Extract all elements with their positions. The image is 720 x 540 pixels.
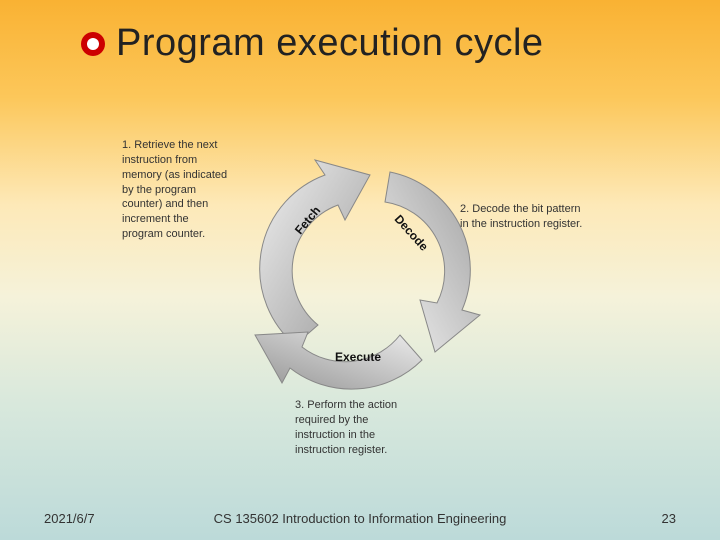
caption-1-text: Retrieve the nextinstruction frommemory … xyxy=(122,139,227,240)
footer-course: CS 135602 Introduction to Information En… xyxy=(214,511,507,526)
footer-page: 23 xyxy=(662,511,676,526)
caption-1-num: 1. xyxy=(122,139,131,151)
caption-2: 2. Decode the bit patternin the instruct… xyxy=(460,202,620,232)
cycle-diagram: Fetch Decode Execute 1. Retrieve the nex… xyxy=(140,120,580,460)
caption-3: 3. Perform the actionrequired by theinst… xyxy=(295,398,435,457)
footer-date: 2021/6/7 xyxy=(44,511,95,526)
caption-2-num: 2. xyxy=(460,203,469,215)
label-execute: Execute xyxy=(335,350,381,364)
caption-3-num: 3. xyxy=(295,399,304,411)
arrow-decode xyxy=(385,172,480,352)
title-row: Program execution cycle xyxy=(80,22,544,65)
caption-1: 1. Retrieve the nextinstruction frommemo… xyxy=(122,138,252,242)
caption-2-text: Decode the bit patternin the instruction… xyxy=(460,203,582,230)
caption-3-text: Perform the actionrequired by theinstruc… xyxy=(295,399,397,456)
slide-title: Program execution cycle xyxy=(116,22,544,65)
bullet-icon xyxy=(80,31,106,57)
arrow-fetch xyxy=(260,160,370,345)
